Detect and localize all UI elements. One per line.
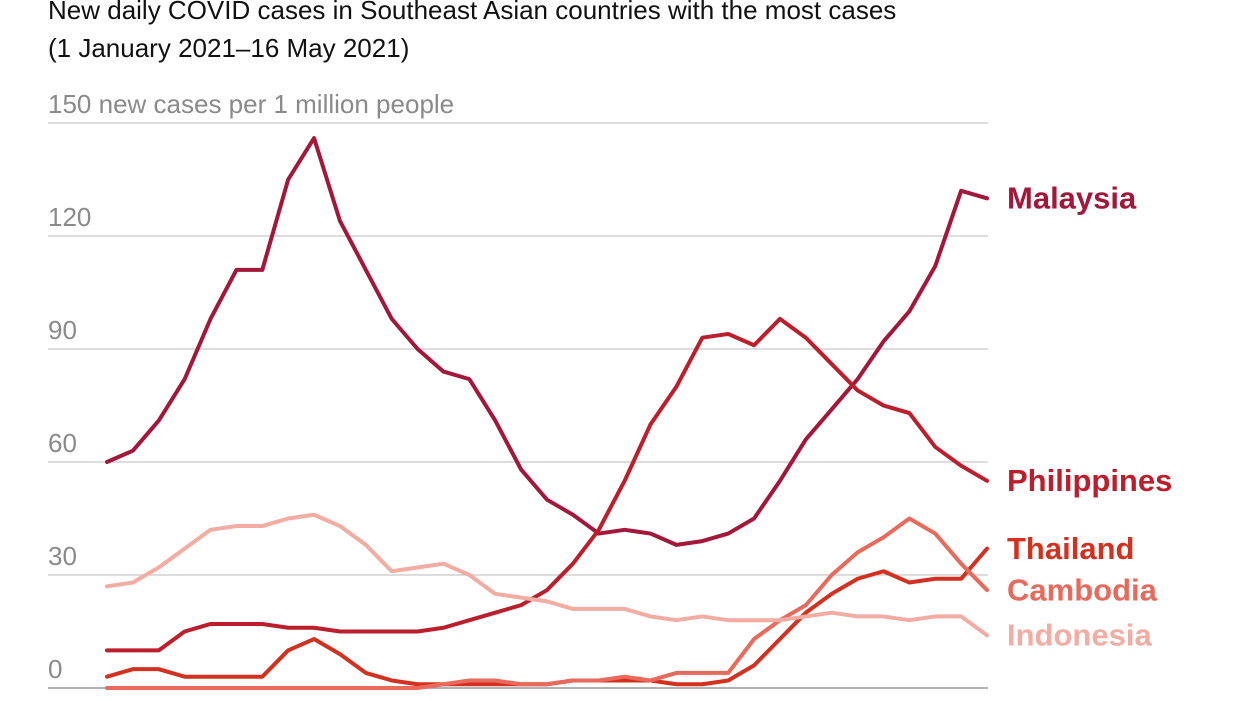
series-label: Cambodia — [1007, 572, 1158, 607]
y-tick-label: 0 — [48, 654, 62, 684]
y-tick-label: 120 — [48, 202, 91, 232]
series-label: Indonesia — [1007, 617, 1152, 652]
y-tick-label: 90 — [48, 315, 77, 345]
chart-subtitle: (1 January 2021–16 May 2021) — [48, 33, 409, 63]
series-label: Philippines — [1007, 463, 1172, 498]
y-tick-label: 60 — [48, 428, 77, 458]
series-label: Malaysia — [1007, 181, 1137, 216]
y-tick-label: 150 new cases per 1 million people — [48, 89, 454, 119]
series-line — [105, 516, 989, 690]
y-tick-label: 30 — [48, 541, 77, 571]
series-line — [105, 512, 989, 638]
series-label: Thailand — [1007, 531, 1134, 566]
series-line — [105, 316, 989, 653]
chart-title: New daily COVID cases in Southeast Asian… — [48, 0, 896, 25]
series-line — [105, 136, 989, 547]
